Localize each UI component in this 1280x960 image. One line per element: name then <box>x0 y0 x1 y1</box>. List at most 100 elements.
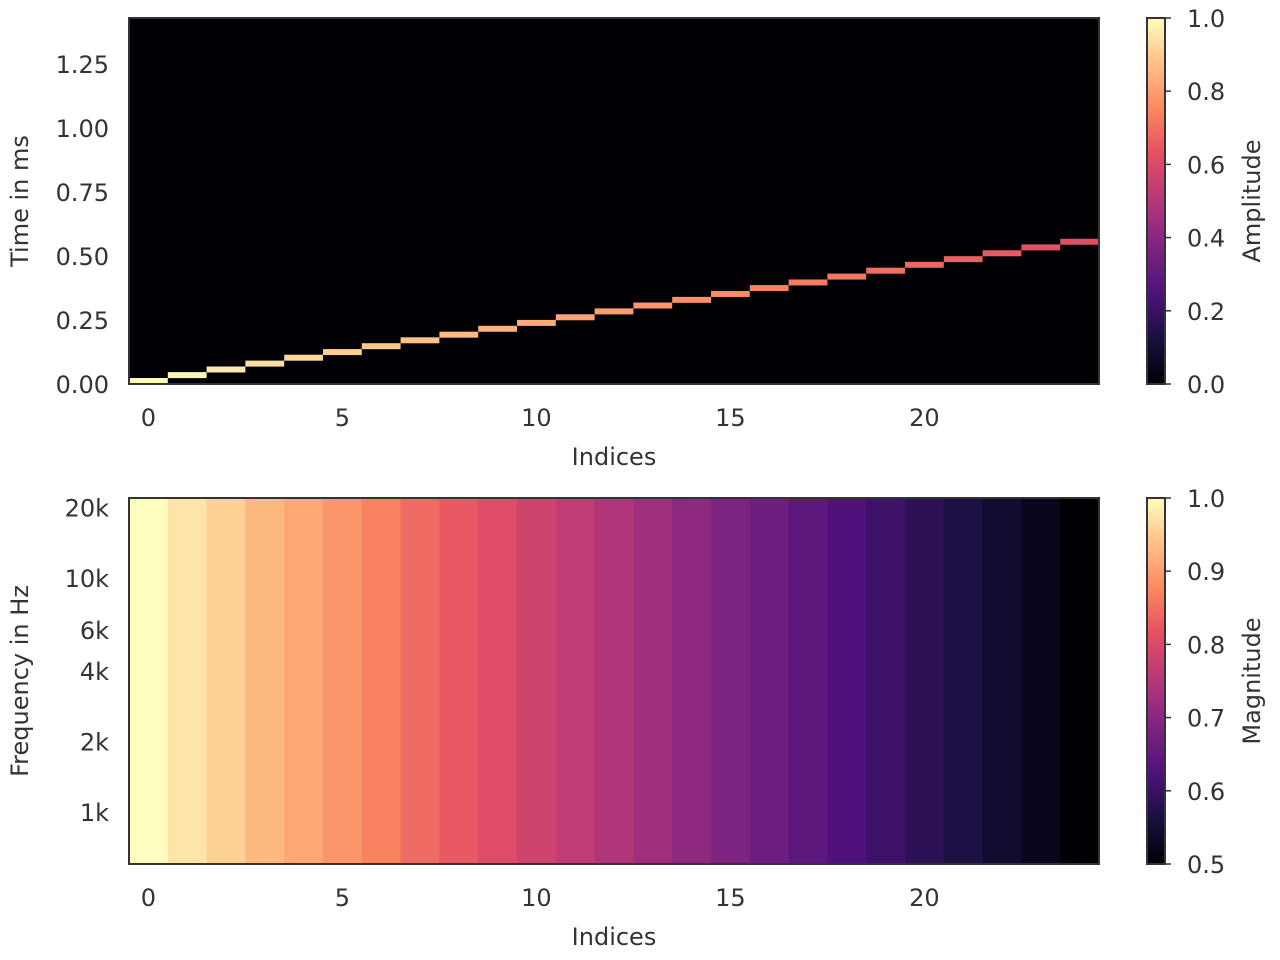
magnitude-column <box>129 498 169 864</box>
magnitude-colorbar-title: Magnitude <box>1238 617 1266 744</box>
y-tick-label: 2k <box>80 729 109 757</box>
impulse-cell <box>439 331 479 338</box>
magnitude-column <box>943 498 984 864</box>
magnitude-column <box>594 498 634 864</box>
impulse-cell <box>1060 238 1099 245</box>
colorbar-tick-label: 0.2 <box>1187 298 1225 326</box>
magnitude-column <box>323 498 363 864</box>
impulse-x-axis-title: Indices <box>572 443 657 471</box>
magnitude-column <box>517 498 557 864</box>
impulse-cell <box>749 285 789 292</box>
y-tick-label: 6k <box>80 617 109 645</box>
x-tick-label: 10 <box>521 884 552 912</box>
impulse-cell <box>361 343 401 350</box>
impulse-y-axis-title: Time in ms <box>6 135 34 268</box>
impulse-cell <box>284 354 323 361</box>
magnitude-y-ticks: 1k 2k 4k 6k 10k 20k <box>65 495 110 827</box>
x-tick-label: 10 <box>521 404 552 432</box>
x-tick-label: 20 <box>909 884 940 912</box>
impulse-background <box>129 18 1099 384</box>
magnitude-column <box>1060 498 1100 864</box>
magnitude-column <box>439 498 479 864</box>
impulse-cell <box>711 290 750 297</box>
magnitude-column <box>866 498 906 864</box>
colorbar-tick-label: 0.0 <box>1187 371 1225 399</box>
impulse-cell <box>633 302 673 309</box>
impulse-cells <box>129 238 1099 384</box>
y-tick-label: 20k <box>65 495 110 523</box>
impulse-response-plot: 0 5 10 15 20 0.00 0.25 0.50 0.75 1.00 1.25 Indice… <box>6 5 1266 471</box>
x-tick-label: 5 <box>335 884 350 912</box>
colorbar-tick-label: 1.0 <box>1187 485 1225 513</box>
x-tick-label: 5 <box>335 404 350 432</box>
impulse-cell <box>167 372 207 379</box>
magnitude-column <box>827 498 867 864</box>
x-tick-label: 15 <box>715 884 746 912</box>
magnitude-column <box>1021 498 1061 864</box>
x-tick-label: 15 <box>715 404 746 432</box>
colorbar-tick-label: 1.0 <box>1187 5 1225 33</box>
colorbar-tick-label: 0.5 <box>1187 851 1225 879</box>
x-tick-label: 20 <box>909 404 940 432</box>
colorbar-tick-label: 0.4 <box>1187 225 1225 253</box>
impulse-cell <box>866 267 905 274</box>
y-tick-label: 0.50 <box>56 243 109 271</box>
impulse-cell <box>206 366 246 373</box>
magnitude-column <box>633 498 673 864</box>
impulse-cell <box>517 319 556 326</box>
impulse-cell <box>905 261 944 268</box>
impulse-cell <box>555 314 595 321</box>
impulse-cell <box>1021 244 1061 251</box>
magnitude-plot-frame <box>128 497 1100 865</box>
colorbar-tick-label: 0.8 <box>1187 631 1225 659</box>
colorbar-tick-label: 0.9 <box>1187 558 1225 586</box>
magnitude-x-axis-title: Indices <box>572 923 657 951</box>
impulse-x-ticks: 0 5 10 15 20 <box>141 404 940 432</box>
y-tick-label: 1.25 <box>56 51 109 79</box>
magnitude-x-ticks: 0 5 10 15 20 <box>141 884 940 912</box>
impulse-cell <box>323 349 362 356</box>
magnitude-column <box>284 498 324 864</box>
magnitude-column <box>982 498 1022 864</box>
magnitude-column <box>361 498 402 864</box>
y-tick-label: 1k <box>80 799 109 827</box>
magnitude-column <box>167 498 208 864</box>
magnitude-column <box>245 498 285 864</box>
magnitude-cells <box>129 498 1100 864</box>
magnitude-colorbar-ticks: 0.5 0.6 0.7 0.8 0.9 1.0 <box>1165 485 1225 879</box>
y-tick-label: 4k <box>80 658 109 686</box>
magnitude-column <box>788 498 828 864</box>
impulse-cell <box>827 273 867 280</box>
magnitude-column <box>711 498 751 864</box>
magnitude-column <box>749 498 790 864</box>
magnitude-y-axis-title: Frequency in Hz <box>6 585 34 777</box>
impulse-cell <box>245 360 285 367</box>
magnitude-response-plot: 0 5 10 15 20 1k 2k 4k 6k 10k 20k Indices Frequenc… <box>6 485 1266 951</box>
impulse-y-ticks: 0.00 0.25 0.50 0.75 1.00 1.25 <box>56 51 109 399</box>
y-tick-label: 0.00 <box>56 371 109 399</box>
colorbar-tick-label: 0.8 <box>1187 78 1225 106</box>
amplitude-colorbar <box>1146 17 1166 385</box>
impulse-plot-frame <box>128 17 1100 385</box>
amplitude-colorbar-ticks: 0.0 0.2 0.4 0.6 0.8 1.0 <box>1165 5 1225 399</box>
impulse-cell <box>672 296 711 303</box>
colorbar-tick-label: 0.6 <box>1187 151 1225 179</box>
y-tick-label: 10k <box>65 565 110 593</box>
magnitude-column <box>905 498 945 864</box>
magnitude-column <box>555 498 596 864</box>
y-tick-label: 0.25 <box>56 307 109 335</box>
y-tick-label: 1.00 <box>56 115 109 143</box>
colorbar-tick-label: 0.6 <box>1187 778 1225 806</box>
magnitude-column <box>400 498 440 864</box>
x-tick-label: 0 <box>141 884 156 912</box>
impulse-cell <box>478 325 517 332</box>
y-tick-label: 0.75 <box>56 179 109 207</box>
impulse-cell <box>400 337 440 344</box>
amplitude-colorbar-title: Amplitude <box>1238 140 1266 263</box>
magnitude-column <box>478 498 518 864</box>
colorbar-tick-label: 0.7 <box>1187 705 1225 733</box>
impulse-cell <box>129 378 168 384</box>
impulse-cell <box>982 250 1022 257</box>
impulse-cell <box>788 279 828 286</box>
